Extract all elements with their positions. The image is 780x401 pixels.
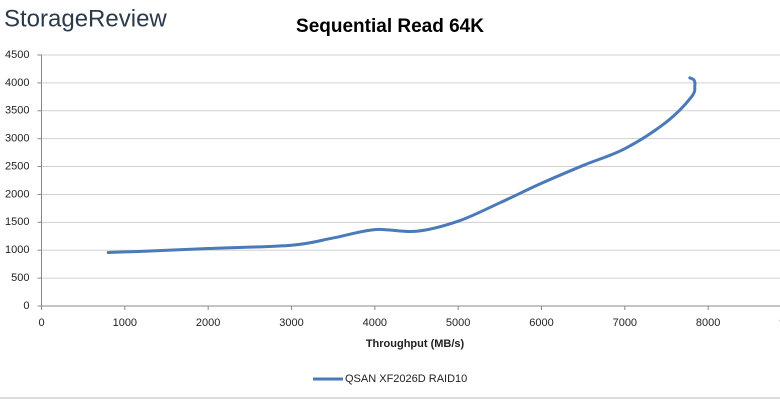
y-tick-label: 4500	[5, 49, 29, 61]
x-tick-label: 6000	[529, 317, 553, 329]
chart-title: Sequential Read 64K	[296, 16, 484, 37]
series-line	[106, 76, 697, 254]
x-tick-label: 4000	[363, 317, 387, 329]
y-tick-label: 1000	[5, 244, 29, 256]
x-tick-label: 0	[38, 317, 44, 329]
y-tick-label: 3500	[5, 105, 29, 117]
x-tick-label: 5000	[446, 317, 470, 329]
x-axis-label: Throughput (MB/s)	[366, 338, 465, 350]
x-tick-label: 3000	[279, 317, 303, 329]
y-tick-label: 0	[23, 300, 29, 312]
y-tick-label: 2500	[5, 160, 29, 172]
x-tick-label: 7000	[613, 317, 637, 329]
y-tick-label: 4000	[5, 77, 29, 89]
x-tick-label: 1000	[113, 317, 137, 329]
y-tick-label: 500	[11, 272, 29, 284]
x-tick-label: 8000	[696, 317, 720, 329]
y-tick-label: 1500	[5, 216, 29, 228]
x-tick-label: 2000	[196, 317, 220, 329]
y-tick-label: 3000	[5, 133, 29, 145]
y-tick-label: 2000	[5, 188, 29, 200]
logo: StorageReview	[4, 5, 167, 32]
legend-label: QSAN XF2026D RAID10	[345, 373, 467, 385]
